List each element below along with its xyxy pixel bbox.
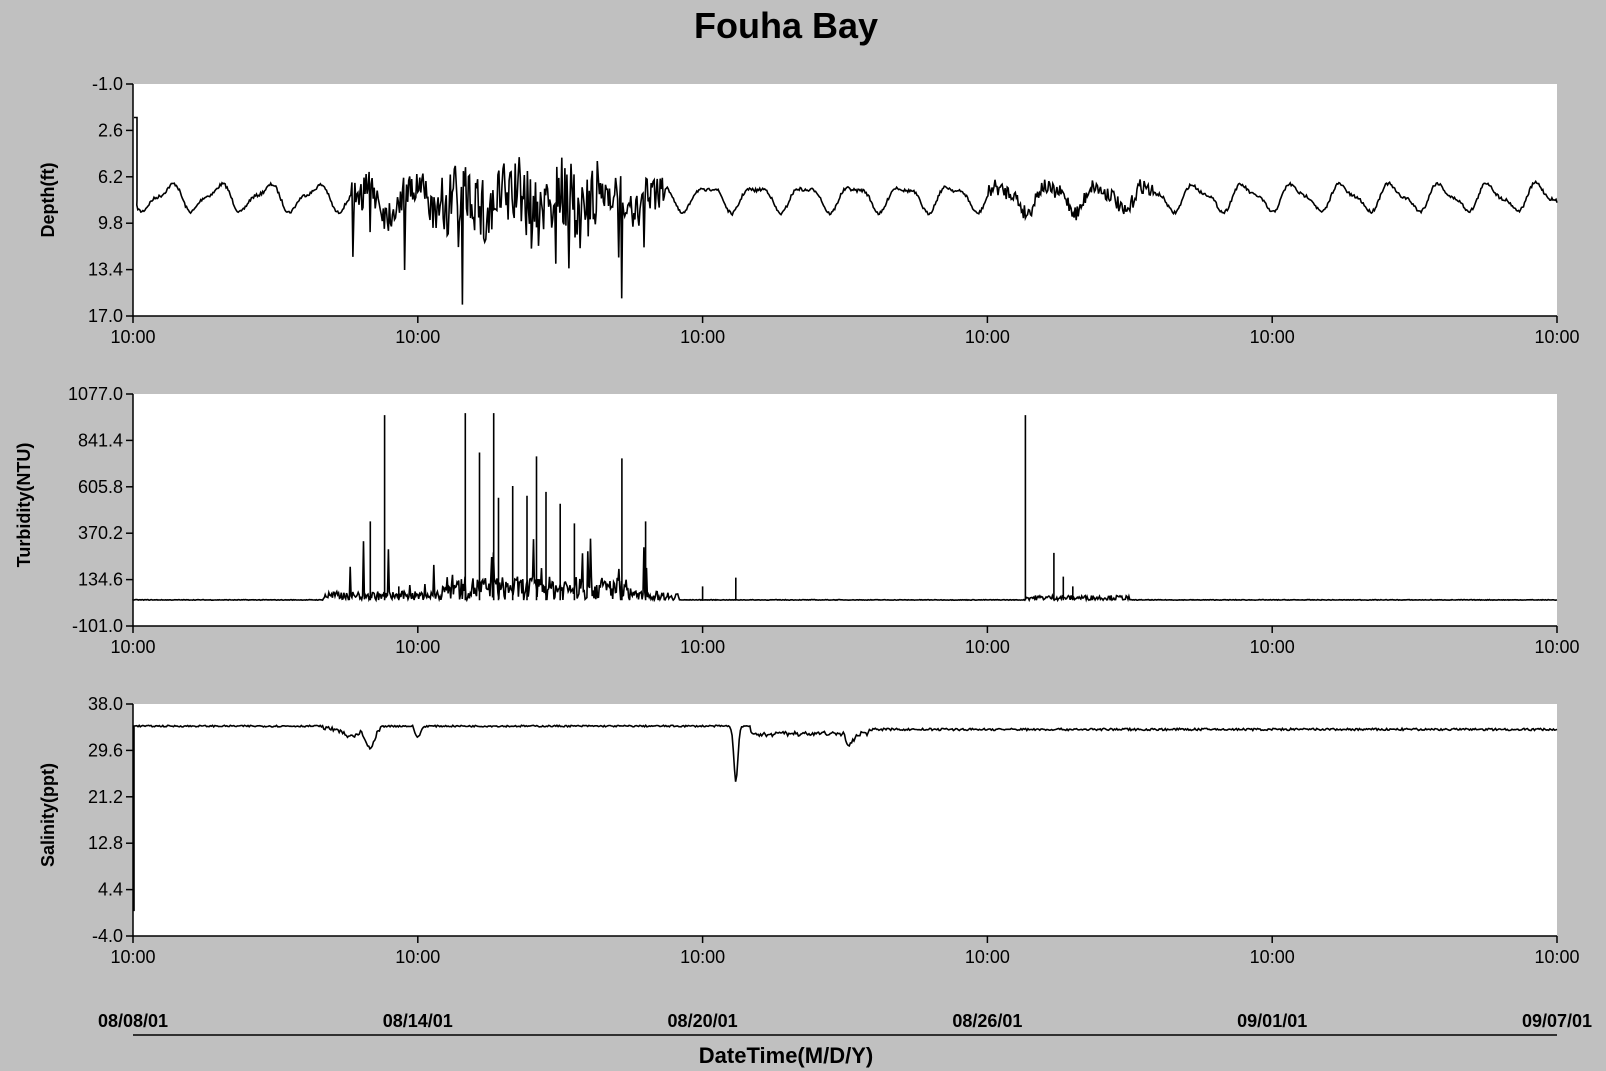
turbidity-plot-area bbox=[133, 394, 1557, 626]
turbidity-panel: Turbidity(NTU) 1077.0 841.4 605.8 370.2 134.… bbox=[14, 384, 1580, 657]
salinity-ytick-label: 12.8 bbox=[88, 833, 123, 853]
turbidity-ytick-label: 605.8 bbox=[78, 477, 123, 497]
depth-xtick-label: 10:00 bbox=[1250, 327, 1295, 347]
salinity-ytick-label: 38.0 bbox=[88, 694, 123, 714]
date-label: 09/01/01 bbox=[1237, 1011, 1307, 1031]
depth-ytick-label: 9.8 bbox=[98, 213, 123, 233]
depth-ytick-label: 2.6 bbox=[98, 120, 123, 140]
date-label: 08/26/01 bbox=[952, 1011, 1022, 1031]
depth-series-line bbox=[134, 116, 1558, 305]
chart-title: Fouha Bay bbox=[694, 5, 878, 46]
salinity-xtick-label: 10:00 bbox=[680, 947, 725, 967]
date-label: 09/07/01 bbox=[1522, 1011, 1592, 1031]
salinity-xtick-label: 10:00 bbox=[965, 947, 1010, 967]
depth-ytick-label: 13.4 bbox=[88, 260, 123, 280]
depth-y-label: Depth(ft) bbox=[38, 163, 58, 238]
turbidity-xtick-label: 10:00 bbox=[110, 637, 155, 657]
salinity-xtick-label: 10:00 bbox=[110, 947, 155, 967]
x-axis-title: DateTime(M/D/Y) bbox=[699, 1043, 873, 1068]
turbidity-xtick-label: 10:00 bbox=[395, 637, 440, 657]
turbidity-y-label: Turbidity(NTU) bbox=[14, 443, 34, 568]
depth-panel: Depth(ft) -1.0 2.6 6.2 9.8 13.4 17.0 10:00 10:… bbox=[38, 74, 1580, 347]
turbidity-ytick-label: 134.6 bbox=[78, 570, 123, 590]
turbidity-ytick-label: 841.4 bbox=[78, 430, 123, 450]
turbidity-ytick-label: -101.0 bbox=[72, 616, 123, 636]
depth-xtick-label: 10:00 bbox=[1534, 327, 1579, 347]
turbidity-ytick-label: 370.2 bbox=[78, 523, 123, 543]
depth-ytick-label: -1.0 bbox=[92, 74, 123, 94]
salinity-ytick-label: 21.2 bbox=[88, 787, 123, 807]
turbidity-xtick-label: 10:00 bbox=[1534, 637, 1579, 657]
salinity-plot-area bbox=[133, 704, 1557, 936]
salinity-xtick-label: 10:00 bbox=[395, 947, 440, 967]
depth-xtick-label: 10:00 bbox=[965, 327, 1010, 347]
salinity-y-label: Salinity(ppt) bbox=[38, 763, 58, 867]
turbidity-xtick-label: 10:00 bbox=[680, 637, 725, 657]
date-label: 08/14/01 bbox=[383, 1011, 453, 1031]
depth-plot-area bbox=[133, 84, 1557, 316]
turbidity-xtick-label: 10:00 bbox=[965, 637, 1010, 657]
turbidity-xtick-label: 10:00 bbox=[1250, 637, 1295, 657]
depth-xtick-label: 10:00 bbox=[110, 327, 155, 347]
depth-xtick-label: 10:00 bbox=[395, 327, 440, 347]
salinity-xtick-label: 10:00 bbox=[1534, 947, 1579, 967]
depth-xtick-label: 10:00 bbox=[680, 327, 725, 347]
depth-ytick-label: 6.2 bbox=[98, 167, 123, 187]
date-label: 08/08/01 bbox=[98, 1011, 168, 1031]
date-axis: 08/08/01 08/14/01 08/20/01 08/26/01 09/01/01… bbox=[98, 1011, 1592, 1036]
salinity-series-line bbox=[133, 724, 1558, 912]
salinity-xtick-label: 10:00 bbox=[1250, 947, 1295, 967]
turbidity-series-line bbox=[132, 413, 1558, 603]
salinity-panel: Salinity(ppt) 38.0 29.6 21.2 12.8 4.4 -4.0 10… bbox=[38, 694, 1580, 967]
salinity-ytick-label: -4.0 bbox=[92, 926, 123, 946]
date-label: 08/20/01 bbox=[668, 1011, 738, 1031]
turbidity-ytick-label: 1077.0 bbox=[68, 384, 123, 404]
salinity-ytick-label: 29.6 bbox=[88, 740, 123, 760]
salinity-ytick-label: 4.4 bbox=[98, 880, 123, 900]
depth-ytick-label: 17.0 bbox=[88, 306, 123, 326]
